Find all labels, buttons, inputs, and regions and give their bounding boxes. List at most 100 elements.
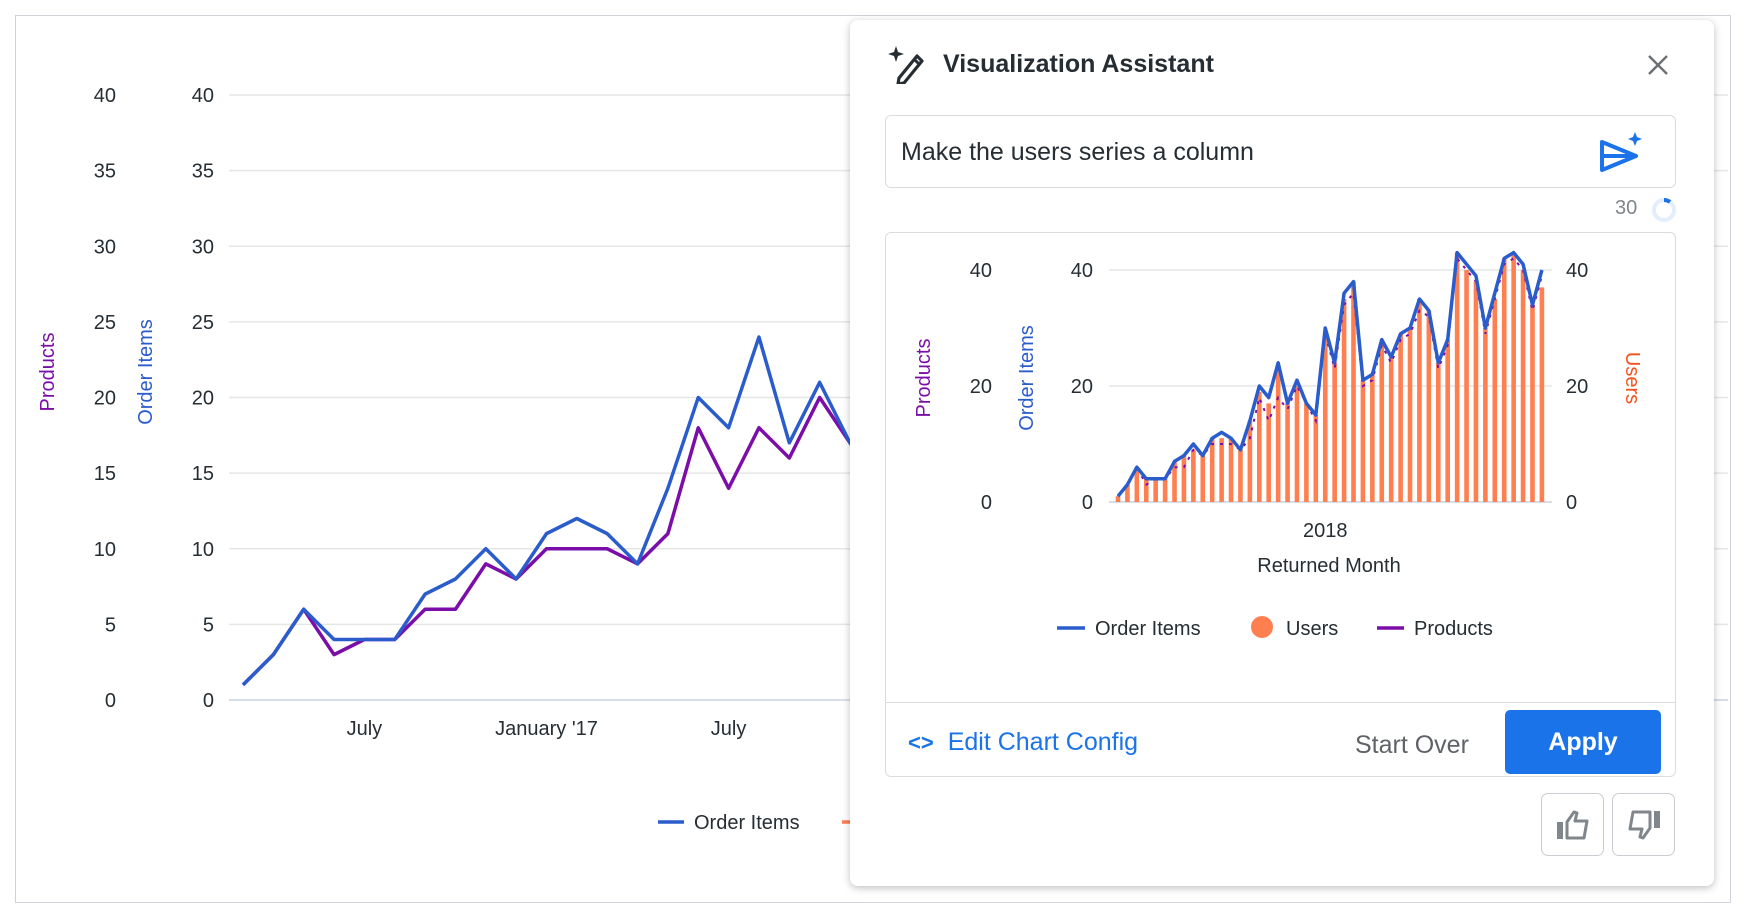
x-axis-tick: 2018 bbox=[1303, 520, 1348, 542]
legend-users-swatch bbox=[1251, 616, 1273, 638]
users-axis-title: Users bbox=[1621, 352, 1643, 404]
send-sparkle-icon[interactable] bbox=[1598, 130, 1646, 174]
products-axis-tick: 40 bbox=[94, 85, 116, 107]
x-axis-tick: July bbox=[711, 718, 747, 740]
x-axis-tick: July bbox=[347, 718, 383, 740]
users-bar bbox=[1530, 304, 1535, 502]
users-bar bbox=[1304, 403, 1309, 502]
users-bar bbox=[1417, 299, 1422, 502]
edit-chart-config-link[interactable]: <> Edit Chart Config bbox=[908, 728, 1138, 757]
users-bar bbox=[1464, 270, 1469, 502]
users-bar bbox=[1520, 270, 1526, 502]
legend-users-label: Users bbox=[1286, 618, 1338, 640]
users-bar bbox=[1266, 403, 1272, 502]
users-bar bbox=[1398, 333, 1403, 502]
products-axis-tick: 25 bbox=[94, 312, 116, 334]
users-axis-tick: 40 bbox=[1566, 260, 1588, 282]
products-line bbox=[1117, 255, 1543, 497]
x-axis-title: Returned Month bbox=[1257, 555, 1400, 577]
users-bar bbox=[1388, 357, 1394, 502]
users-bar bbox=[1200, 455, 1206, 502]
users-bar bbox=[1285, 403, 1290, 502]
prompt-input[interactable]: Make the users series a column bbox=[885, 115, 1676, 188]
users-bar bbox=[1332, 362, 1337, 502]
users-bar bbox=[1143, 478, 1149, 502]
order-items-axis-tick: 40 bbox=[192, 85, 214, 107]
legend-order-items-label: Order Items bbox=[694, 812, 800, 834]
users-axis-tick: 20 bbox=[1566, 376, 1588, 398]
order-items-axis-tick: 5 bbox=[203, 614, 214, 636]
apply-button[interactable]: Apply bbox=[1505, 710, 1661, 774]
users-bar bbox=[1435, 362, 1441, 502]
users-bar bbox=[1370, 374, 1375, 502]
users-bar bbox=[1454, 252, 1460, 502]
users-bar bbox=[1228, 438, 1234, 502]
thumbs-down-button[interactable] bbox=[1612, 793, 1675, 856]
users-bar bbox=[1191, 449, 1196, 502]
chart-preview-card: 0 0 0 20 20 20 40 40 40 Products Order Items Users 2… bbox=[885, 232, 1676, 777]
users-bar bbox=[1407, 328, 1413, 502]
users-bar bbox=[1238, 449, 1243, 502]
users-axis-tick: 0 bbox=[1566, 492, 1577, 514]
users-bar bbox=[1134, 467, 1140, 502]
visualization-assistant-panel: Visualization Assistant Make the users s… bbox=[850, 20, 1714, 886]
order-items-axis-tick: 20 bbox=[192, 388, 214, 410]
thumbs-down-icon bbox=[1628, 810, 1660, 839]
thumbs-up-icon bbox=[1556, 810, 1588, 839]
products-axis-tick: 0 bbox=[981, 492, 992, 514]
products-axis-tick: 35 bbox=[94, 161, 116, 183]
order-items-axis-tick: 20 bbox=[1071, 376, 1093, 398]
order-items-axis-tick: 0 bbox=[203, 690, 214, 712]
users-bar bbox=[1294, 386, 1300, 502]
code-icon: <> bbox=[908, 729, 934, 755]
legend-order-items-label: Order Items bbox=[1095, 618, 1201, 640]
products-axis-tick: 0 bbox=[105, 690, 116, 712]
thumbs-up-button[interactable] bbox=[1541, 793, 1604, 856]
users-bar bbox=[1115, 496, 1121, 502]
close-icon[interactable] bbox=[1643, 50, 1673, 80]
users-bar bbox=[1426, 310, 1432, 502]
users-bar bbox=[1483, 328, 1488, 502]
products-axis-tick: 15 bbox=[94, 463, 116, 485]
users-bar bbox=[1473, 281, 1479, 502]
users-bar bbox=[1313, 415, 1319, 502]
products-axis-tick: 20 bbox=[94, 388, 116, 410]
order-items-axis-tick: 10 bbox=[192, 539, 214, 561]
users-bar bbox=[1445, 339, 1450, 502]
remaining-count: 30 bbox=[1615, 197, 1638, 219]
users-bar bbox=[1511, 252, 1516, 502]
prompt-input-value[interactable]: Make the users series a column bbox=[901, 138, 1254, 166]
users-bar bbox=[1162, 478, 1168, 502]
magic-wand-icon bbox=[888, 46, 924, 84]
users-bar bbox=[1125, 484, 1130, 502]
order-items-axis-tick: 40 bbox=[1071, 260, 1093, 282]
order-items-axis-title: Order Items bbox=[1016, 325, 1038, 431]
users-bar bbox=[1172, 461, 1177, 502]
users-bar bbox=[1351, 281, 1356, 502]
users-bar bbox=[1257, 391, 1262, 502]
divider bbox=[886, 702, 1675, 703]
users-bar bbox=[1247, 420, 1253, 502]
order-items-axis-tick: 15 bbox=[192, 463, 214, 485]
products-axis-title: Products bbox=[913, 339, 935, 418]
products-axis-tick: 20 bbox=[970, 376, 992, 398]
start-over-button[interactable]: Start Over bbox=[1355, 731, 1469, 759]
users-bar bbox=[1341, 299, 1347, 502]
products-axis-tick: 30 bbox=[94, 236, 116, 258]
order-items-axis-tick: 30 bbox=[192, 236, 214, 258]
x-axis-tick: January '17 bbox=[495, 718, 598, 740]
users-bar bbox=[1153, 478, 1158, 502]
users-bar bbox=[1539, 287, 1545, 502]
panel-title: Visualization Assistant bbox=[943, 50, 1214, 78]
users-bar bbox=[1360, 380, 1366, 502]
users-bar bbox=[1322, 333, 1328, 502]
products-axis-tick: 10 bbox=[94, 539, 116, 561]
order-items-axis-tick: 0 bbox=[1082, 492, 1093, 514]
users-bar bbox=[1275, 368, 1281, 502]
products-axis-title: Products bbox=[37, 333, 59, 412]
order-items-axis-tick: 35 bbox=[192, 161, 214, 183]
users-bar bbox=[1379, 345, 1385, 502]
users-bar bbox=[1219, 438, 1224, 502]
users-bar bbox=[1209, 438, 1215, 502]
users-bar bbox=[1181, 455, 1187, 502]
